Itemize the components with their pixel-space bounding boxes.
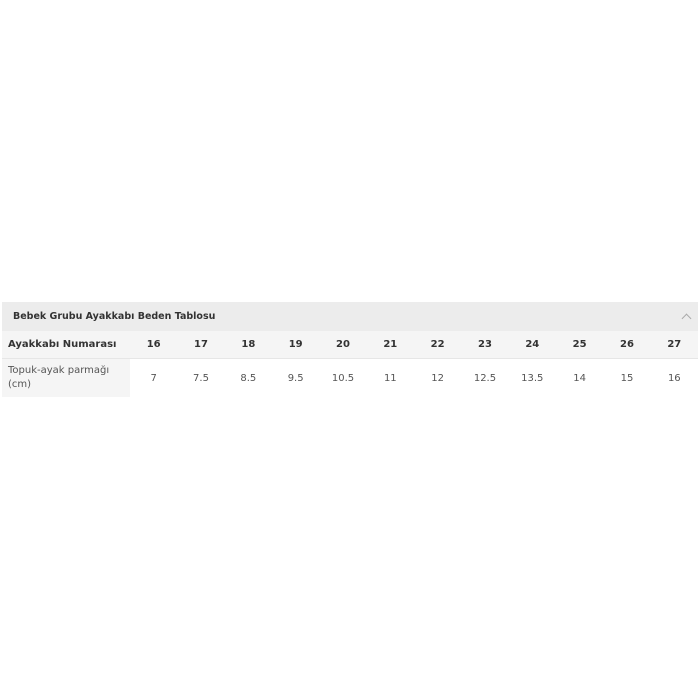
size-table: Ayakkabı Numarası 16 17 18 19 20 21 22 23 24 25 26…	[2, 331, 698, 397]
row-label: Topuk-ayak parmağı (cm)	[2, 358, 130, 397]
length-cell: 12	[413, 358, 462, 397]
length-cell: 16	[650, 358, 698, 397]
size-cell: 22	[413, 331, 462, 359]
size-cell: 26	[603, 331, 651, 359]
size-cell: 20	[319, 331, 367, 359]
accordion-title: Bebek Grubu Ayakkabı Beden Tablosu	[13, 311, 216, 322]
chevron-up-icon[interactable]	[681, 313, 692, 324]
length-cell: 15	[603, 358, 651, 397]
length-cell: 13.5	[508, 358, 556, 397]
length-cell: 14	[555, 358, 604, 397]
size-cell: 24	[508, 331, 556, 359]
length-row: Topuk-ayak parmağı (cm) 7 7.5 8.5 9.5 10.5 11…	[2, 358, 698, 397]
row-label: Ayakkabı Numarası	[2, 331, 130, 359]
size-cell: 17	[177, 331, 225, 359]
size-cell: 19	[271, 331, 320, 359]
size-chart-accordion: Bebek Grubu Ayakkabı Beden Tablosu Ayakk…	[2, 302, 698, 397]
size-cell: 16	[130, 331, 178, 359]
length-cell: 7	[130, 358, 178, 397]
size-cell: 23	[461, 331, 509, 359]
length-cell: 10.5	[319, 358, 367, 397]
accordion-header[interactable]: Bebek Grubu Ayakkabı Beden Tablosu	[2, 302, 698, 331]
size-cell: 21	[366, 331, 414, 359]
length-cell: 8.5	[224, 358, 272, 397]
size-cell: 25	[555, 331, 604, 359]
length-cell: 9.5	[271, 358, 320, 397]
size-cell: 27	[650, 331, 698, 359]
length-cell: 11	[366, 358, 414, 397]
length-cell: 7.5	[177, 358, 225, 397]
size-cell: 18	[224, 331, 272, 359]
length-cell: 12.5	[461, 358, 509, 397]
size-row: Ayakkabı Numarası 16 17 18 19 20 21 22 23 24 25 26…	[2, 331, 698, 359]
